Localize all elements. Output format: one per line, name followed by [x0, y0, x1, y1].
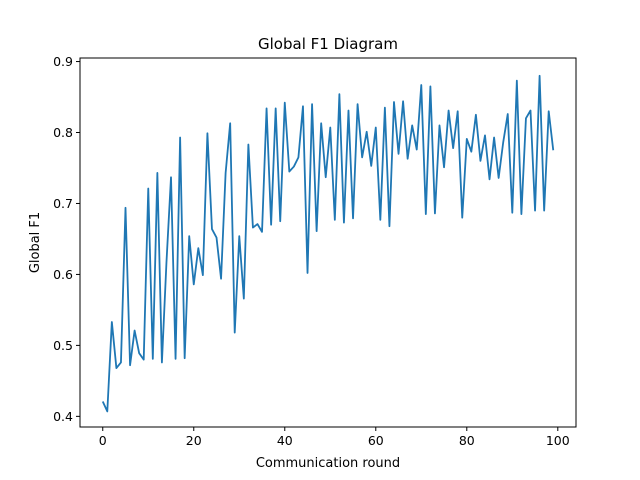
y-tick-label: 0.6 [53, 267, 73, 282]
y-tick-label: 0.9 [53, 54, 73, 69]
y-tick-label: 0.8 [53, 125, 73, 140]
x-tick-label: 20 [186, 433, 202, 448]
x-tick-label: 40 [277, 433, 293, 448]
y-axis-label: Global F1 [28, 212, 43, 273]
x-axis: 0 20 40 60 80 100 [99, 427, 570, 448]
x-axis-label: Communication round [256, 456, 400, 471]
y-tick-label: 0.4 [53, 409, 73, 424]
x-tick-label: 80 [459, 433, 475, 448]
chart-title: Global F1 Diagram [258, 35, 398, 53]
y-axis: 0.4 0.5 0.6 0.7 0.8 0.9 [53, 54, 80, 424]
x-tick-label: 60 [368, 433, 384, 448]
x-tick-label: 100 [546, 433, 570, 448]
plot-area [101, 74, 555, 413]
y-tick-label: 0.5 [53, 338, 73, 353]
x-tick-label: 0 [99, 433, 107, 448]
y-tick-label: 0.7 [53, 196, 73, 211]
plot-frame [79, 57, 577, 428]
series-line-0 [101, 74, 555, 413]
